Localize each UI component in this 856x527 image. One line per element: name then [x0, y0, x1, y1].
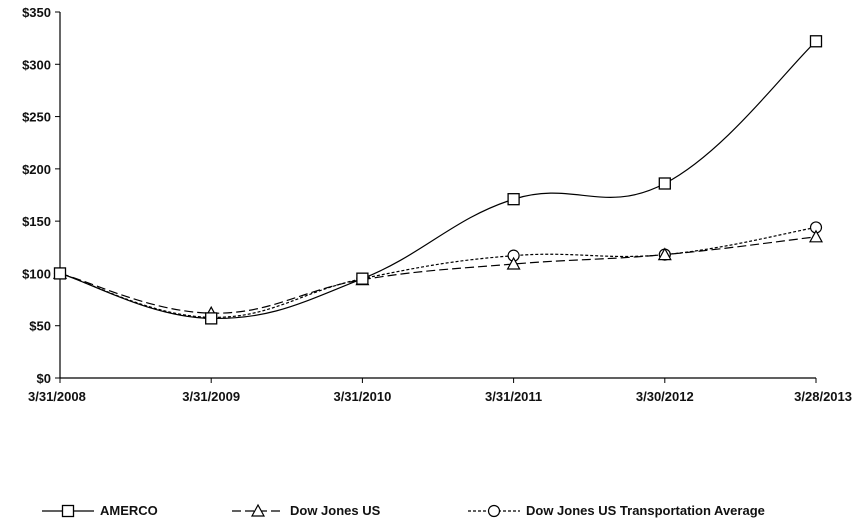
legend-swatch-circle	[487, 504, 501, 518]
x-axis-tick-label: 3/28/2013	[794, 389, 852, 404]
y-axis-tick-label: $200	[22, 162, 51, 177]
y-axis-tick-label: $300	[22, 57, 51, 72]
data-point-triangle	[808, 229, 824, 243]
y-axis-tick-label: $50	[29, 319, 51, 334]
data-point-square	[507, 193, 520, 206]
series-line-triangle	[59, 236, 817, 314]
chart-series-markers	[52, 35, 824, 325]
y-axis-tick-labels: $0 $50 $100 $150 $200 $250 $300 $350	[22, 5, 51, 386]
y-axis-tick-label: $350	[22, 5, 51, 20]
y-axis-tick-label: $100	[22, 266, 51, 281]
series-line-circle	[59, 226, 817, 318]
data-point-triangle	[657, 247, 672, 261]
legend-label: Dow Jones US	[290, 503, 381, 518]
data-point-square	[356, 272, 369, 285]
legend-swatch-square	[61, 504, 75, 518]
x-axis-tick-label: 3/30/2012	[636, 389, 694, 404]
legend-label: Dow Jones US Transportation Average	[526, 503, 765, 518]
x-axis-tick-label: 3/31/2010	[333, 389, 391, 404]
x-axis-tick-label: 3/31/2009	[182, 389, 240, 404]
y-axis-tick-label: $250	[22, 110, 51, 125]
y-axis-tick-label: $150	[22, 214, 51, 229]
chart-legend: AMERCO Dow Jones US Dow Jones US Transport…	[42, 503, 765, 518]
y-axis-tick-label: $0	[37, 371, 51, 386]
legend-swatch-triangle	[250, 503, 266, 517]
x-axis-tick-label: 3/31/2008	[28, 389, 86, 404]
x-axis-tick-label: 3/31/2011	[485, 389, 542, 404]
data-point-triangle	[506, 256, 521, 270]
chart-axes	[55, 11, 817, 383]
data-point-square	[658, 177, 671, 190]
data-point-square	[205, 312, 218, 325]
data-point-square	[809, 35, 823, 48]
data-point-square	[53, 267, 67, 280]
x-axis-tick-labels: 3/31/2008 3/31/2009 3/31/2010 3/31/2011 3/30…	[28, 389, 852, 404]
legend-label: AMERCO	[100, 503, 158, 518]
chart-series-lines	[59, 40, 817, 319]
series-line-square	[59, 40, 817, 319]
